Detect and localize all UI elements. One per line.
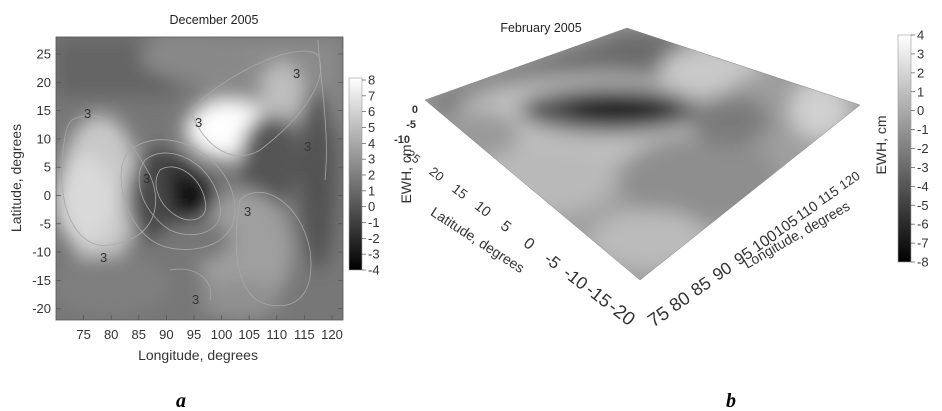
panel-a-ylabel: Latitude, degrees [8, 124, 24, 232]
colorbar-tick-label: -5 [917, 198, 929, 213]
contour-label: 3 [100, 250, 107, 265]
lon-tick-label: 75 [644, 303, 673, 332]
z-tick-label: -5 [406, 119, 416, 131]
colorbar-tick-label: -4 [917, 179, 929, 194]
colorbar-tick-label: -2 [917, 141, 929, 156]
colorbar-tick-label: -8 [917, 255, 929, 270]
colorbar-tick-label: -1 [368, 215, 380, 230]
panel-a-xlabel: Longitude, degrees [138, 347, 258, 363]
colorbar-tick-label: -3 [917, 160, 929, 175]
lat-tick-label: 20 [427, 164, 447, 185]
panel-b-title: February 2005 [500, 21, 581, 35]
colorbar-tick-label: 6 [368, 104, 375, 119]
contour-label: 3 [304, 139, 311, 154]
colorbar-tick-label: 2 [368, 168, 375, 183]
colorbar-tick-label: 0 [917, 103, 924, 118]
colorbar-tick-label: -7 [917, 236, 929, 251]
panel-a-x-ticks: 75 80 85 90 95 100 105 110 115 120 [76, 315, 343, 342]
x-tick-label: 80 [104, 327, 118, 342]
lat-tick-label: 10 [471, 198, 493, 220]
y-tick-label: -5 [39, 216, 51, 231]
x-tick-label: 75 [76, 327, 90, 342]
lat-tick-label: -5 [541, 249, 564, 273]
colorbar-tick-label: -4 [368, 263, 380, 278]
colorbar-tick-label: 7 [368, 88, 375, 103]
x-tick-label: 95 [187, 327, 201, 342]
panel-a-contours [61, 39, 327, 307]
lon-tick-label: 80 [665, 287, 694, 316]
panel-a-title: December 2005 [170, 13, 259, 27]
panel-b-letter: b [726, 390, 736, 411]
y-tick-label: -20 [32, 301, 51, 316]
panel-b-z-ticks: 0 -5 -10 [394, 104, 418, 146]
y-tick-label: 15 [37, 103, 51, 118]
colorbar-tick-label: 0 [368, 199, 375, 214]
colorbar-tick-label: -3 [368, 247, 380, 262]
x-tick-label: 110 [266, 327, 287, 342]
x-tick-label: 105 [238, 327, 260, 342]
panel-a-y-ticks: 25 20 15 10 5 0 -5 -10 -15 -20 [32, 46, 343, 316]
contour-label: 3 [195, 115, 202, 130]
colorbar-tick-label: -2 [368, 231, 380, 246]
panel-a-colorbar-label: EWH, cm [398, 144, 414, 203]
y-tick-label: -15 [32, 273, 51, 288]
y-tick-label: 10 [37, 131, 51, 146]
x-tick-label: 120 [321, 327, 343, 342]
lat-tick-label: 5 [497, 217, 514, 236]
lon-tick-label: 120 [836, 168, 862, 193]
contour-label: 3 [84, 106, 91, 121]
x-tick-label: 85 [132, 327, 146, 342]
y-tick-label: 25 [37, 46, 51, 61]
colorbar-tick-label: -6 [917, 217, 929, 232]
colorbar-tick-label: 5 [368, 120, 375, 135]
panel-a: December 2005 [8, 13, 414, 411]
colorbar-tick-label: 3 [917, 46, 924, 61]
colorbar-tick-label: -1 [917, 122, 929, 137]
panel-a-colorbar [348, 77, 363, 271]
colorbar-tick-label: 4 [368, 136, 375, 151]
panel-a-frame [55, 36, 344, 321]
panel-a-letter: a [176, 390, 186, 411]
panel-b-colorbar-label: EWH, cm [873, 115, 889, 174]
y-tick-label: -10 [32, 245, 51, 260]
colorbar-tick-label: 3 [368, 152, 375, 167]
colorbar-tick-label: 1 [917, 84, 924, 99]
colorbar-tick-label: 4 [917, 28, 924, 43]
y-tick-label: 0 [44, 188, 51, 203]
lon-tick-label: 85 [687, 272, 715, 300]
x-tick-label: 115 [294, 327, 315, 342]
x-tick-label: 90 [159, 327, 173, 342]
lat-tick-label: 15 [449, 181, 470, 202]
panel-a-heatmap: 3 3 3 3 3 3 3 3 [56, 37, 343, 320]
colorbar-tick-label: 8 [368, 73, 375, 88]
z-tick-label: -10 [394, 134, 410, 146]
contour-label: 3 [192, 292, 199, 307]
colorbar-tick-label: 1 [368, 183, 375, 198]
y-tick-label: 5 [44, 160, 51, 175]
lon-tick-label: 90 [709, 258, 735, 284]
panel-a-contour-labels: 3 3 3 3 3 3 3 3 [84, 66, 311, 307]
lat-tick-label: 0 [520, 235, 538, 254]
panel-b-colorbar-ticks: 4 3 2 1 0 -1 -2 -3 -4 -5 -6 -7 -8 [911, 28, 929, 270]
y-tick-label: 20 [37, 75, 51, 90]
contour-label: 3 [244, 204, 251, 219]
panel-b-colorbar [897, 34, 912, 263]
colorbar-tick-label: 2 [917, 65, 924, 80]
contour-label: 3 [293, 66, 300, 81]
z-tick-label: 0 [412, 104, 418, 116]
panel-b-surface [425, 28, 860, 280]
x-tick-label: 100 [211, 327, 233, 342]
contour-label: 3 [143, 171, 150, 186]
